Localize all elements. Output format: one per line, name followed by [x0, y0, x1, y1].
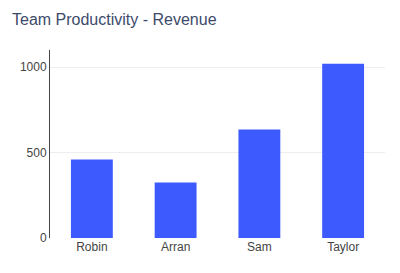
svg-text:Robin: Robin [76, 240, 107, 254]
svg-text:Taylor: Taylor [327, 240, 359, 254]
svg-text:0: 0 [40, 231, 47, 245]
svg-text:Sam: Sam [247, 240, 272, 254]
svg-text:Team Productivity - Revenue: Team Productivity - Revenue [12, 11, 217, 28]
svg-text:500: 500 [27, 146, 47, 160]
svg-text:1000: 1000 [20, 60, 47, 74]
svg-text:Arran: Arran [161, 240, 190, 254]
